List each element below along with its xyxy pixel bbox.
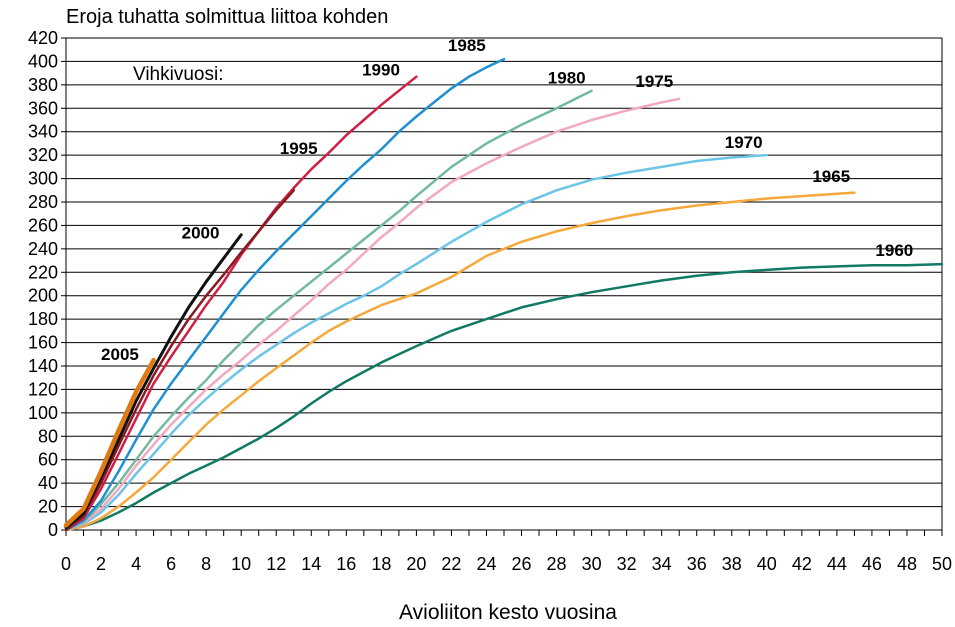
x-tick-label: 0 xyxy=(61,554,71,574)
y-tick-label: 240 xyxy=(28,239,58,259)
y-tick-label: 80 xyxy=(38,426,58,446)
series-label-1990: 1990 xyxy=(362,60,400,79)
y-tick-label: 200 xyxy=(28,286,58,306)
series-label-1960: 1960 xyxy=(875,241,913,260)
y-tick-label: 380 xyxy=(28,75,58,95)
series-label-1995: 1995 xyxy=(280,139,318,158)
y-tick-label: 280 xyxy=(28,192,58,212)
x-tick-label: 24 xyxy=(476,554,496,574)
x-tick-label: 34 xyxy=(652,554,672,574)
series-label-1965: 1965 xyxy=(812,167,850,186)
series-line-1980 xyxy=(64,89,593,532)
x-tick-label: 36 xyxy=(687,554,707,574)
x-tick-label: 38 xyxy=(722,554,742,574)
y-tick-label: 160 xyxy=(28,333,58,353)
y-tick-label: 400 xyxy=(28,51,58,71)
series-line-1990 xyxy=(64,75,418,532)
x-tick-label: 4 xyxy=(131,554,141,574)
x-axis-ticks: 0 2 4 6 8 10 12 14 16 18 20 22 24 26 28 30 32 34 36 38 40 42 4… xyxy=(61,530,952,574)
y-tick-label: 320 xyxy=(28,145,58,165)
x-tick-label: 2 xyxy=(96,554,106,574)
series-line-1995 xyxy=(64,189,296,532)
x-tick-label: 12 xyxy=(266,554,286,574)
x-tick-label: 40 xyxy=(757,554,777,574)
legend-title: Vihkivuosi: xyxy=(133,64,223,85)
y-tick-label: 340 xyxy=(28,122,58,142)
series-label-2005: 2005 xyxy=(101,345,139,364)
series-lines xyxy=(63,57,944,532)
y-tick-label: 140 xyxy=(28,356,58,376)
series-label-1985: 1985 xyxy=(448,36,486,55)
x-tick-label: 26 xyxy=(512,554,532,574)
y-tick-label: 360 xyxy=(28,98,58,118)
x-tick-label: 48 xyxy=(897,554,917,574)
series-label-1970: 1970 xyxy=(725,133,763,152)
x-tick-label: 8 xyxy=(201,554,211,574)
series-labels: 1960 1965 1970 1975 1980 1985 1990 1995 2000 2005 xyxy=(101,36,913,364)
y-tick-label: 220 xyxy=(28,262,58,282)
y-tick-label: 20 xyxy=(38,497,58,517)
x-tick-label: 50 xyxy=(932,554,952,574)
series-label-2000: 2000 xyxy=(182,223,220,242)
y-tick-label: 0 xyxy=(48,520,58,540)
series-label-1975: 1975 xyxy=(635,72,673,91)
x-tick-label: 28 xyxy=(547,554,567,574)
x-tick-label: 44 xyxy=(827,554,847,574)
chart-title: Eroja tuhatta solmittua liittoa kohden xyxy=(66,6,388,28)
grid xyxy=(65,37,943,531)
x-tick-label: 42 xyxy=(792,554,812,574)
x-tick-label: 18 xyxy=(371,554,391,574)
y-tick-label: 40 xyxy=(38,473,58,493)
y-tick-label: 60 xyxy=(38,450,58,470)
y-tick-label: 120 xyxy=(28,379,58,399)
y-tick-label: 100 xyxy=(28,403,58,423)
y-tick-label: 180 xyxy=(28,309,58,329)
y-axis-ticks: 0 20 40 60 80 100 120 140 160 180 200 220 240 260 280 3… xyxy=(28,28,66,540)
series-line-1970 xyxy=(64,153,769,532)
series-line-2000 xyxy=(64,233,243,530)
series-line-1975 xyxy=(64,97,681,532)
y-tick-label: 260 xyxy=(28,215,58,235)
series-line-1965 xyxy=(64,191,856,532)
x-tick-label: 10 xyxy=(231,554,251,574)
x-tick-label: 16 xyxy=(336,554,356,574)
x-tick-label: 22 xyxy=(441,554,461,574)
x-tick-label: 32 xyxy=(617,554,637,574)
y-tick-label: 420 xyxy=(28,28,58,48)
x-tick-label: 30 xyxy=(582,554,602,574)
x-axis-label: Avioliiton kesto vuosina xyxy=(399,601,617,624)
series-line-1960 xyxy=(64,262,944,532)
series-line-1985 xyxy=(64,57,506,532)
series-line-2005 xyxy=(63,357,156,528)
x-tick-label: 20 xyxy=(406,554,426,574)
series-label-1980: 1980 xyxy=(548,69,586,88)
x-tick-label: 14 xyxy=(301,554,321,574)
y-tick-label: 300 xyxy=(28,169,58,189)
x-tick-label: 46 xyxy=(862,554,882,574)
x-tick-label: 6 xyxy=(166,554,176,574)
